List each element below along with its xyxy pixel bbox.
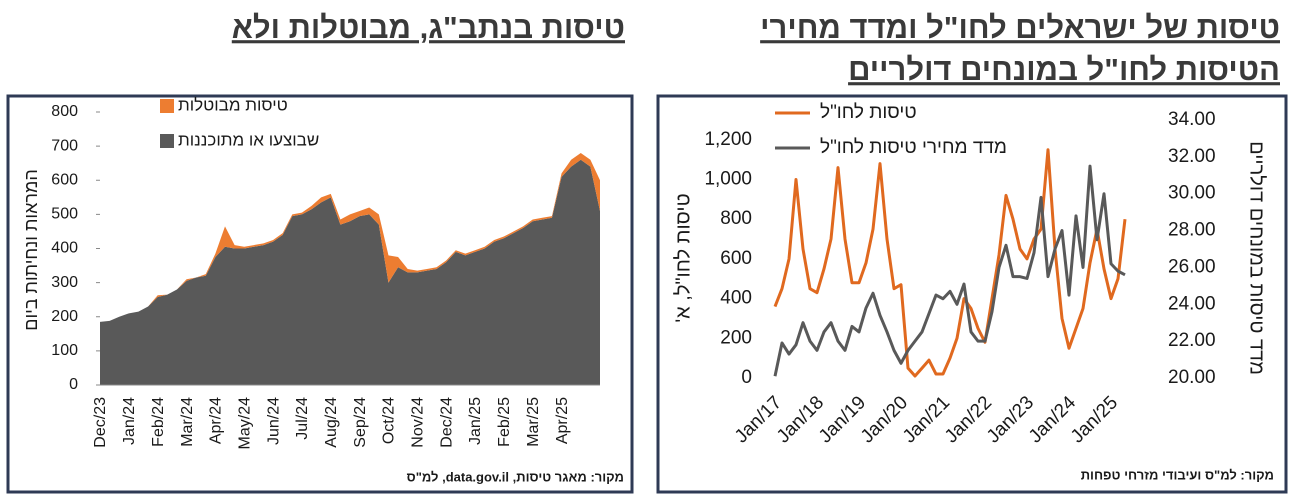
y2-tick-label: 26.00 [1168, 256, 1216, 277]
y-tick-label: 600 [51, 171, 78, 188]
source-note: מקור: מאגר טיסות, data.gov.il, למ"ס [407, 469, 624, 484]
y-tick-label: 800 [720, 208, 752, 229]
x-tick-label: Jun/24 [265, 397, 282, 445]
y-tick-label: 500 [51, 206, 78, 223]
x-tick-label: Dec/23 [92, 397, 109, 448]
legend-label: שבוצעו או מתוכננות [178, 130, 319, 149]
x-tick-label: Jan/20 [857, 392, 912, 447]
y-tick-label: 800 [51, 103, 78, 120]
y-tick-label: 0 [69, 376, 78, 393]
y2-tick-label: 34.00 [1168, 109, 1216, 130]
y-axis-title: טיסות לחו"ל, א' [672, 193, 694, 322]
y-tick-label: 0 [741, 367, 752, 388]
y-tick-label: 400 [51, 240, 78, 257]
x-tick-label: Jan/25 [467, 397, 484, 445]
x-tick-label: Jan/17 [731, 392, 786, 447]
x-tick-label: Nov/24 [410, 397, 427, 448]
y-tick-label: 100 [51, 342, 78, 359]
y2-tick-label: 30.00 [1168, 183, 1216, 204]
y-tick-label: 200 [720, 327, 752, 348]
line [773, 164, 1126, 377]
y2-tick-label: 22.00 [1168, 330, 1216, 351]
area [100, 159, 600, 385]
x-tick-label: Oct/24 [381, 397, 398, 444]
x-tick-label: Apr/25 [554, 397, 571, 444]
x-tick-label: Sep/24 [352, 397, 369, 448]
y-tick-label: 300 [51, 274, 78, 291]
x-tick-label: Feb/24 [150, 397, 167, 447]
x-tick-label: Jan/18 [773, 392, 828, 447]
legend-label: מדד מחירי טיסות לחו"ל [820, 137, 1007, 158]
legend-swatch [160, 99, 174, 113]
legend-swatch [160, 134, 174, 148]
x-tick-label: Mar/25 [525, 397, 542, 447]
x-tick-label: Jan/24 [121, 397, 138, 445]
left-title: טיסות בנתב"ג, מבוטלות ולא [232, 10, 625, 45]
y-tick-label: 700 [51, 137, 78, 154]
source-note: מקור: למ"ס ועיבודי מזרחי טפחות [1081, 467, 1274, 482]
x-tick-label: Jan/23 [983, 392, 1038, 447]
x-tick-label: Feb/25 [496, 397, 513, 447]
y-axis-title: המראות ונחיתות ביום [21, 169, 41, 331]
x-tick-label: Aug/24 [323, 397, 340, 448]
x-tick-label: May/24 [236, 397, 253, 450]
right-panel-frame [656, 94, 1288, 494]
y-tick-label: 400 [720, 288, 752, 309]
y-tick-label: 200 [51, 308, 78, 325]
y2-tick-label: 32.00 [1168, 146, 1216, 167]
y2-axis-title: מדד טיסות במונחים דולריים [1246, 141, 1268, 375]
y-tick-label: 1,000 [704, 169, 752, 190]
x-tick-label: Jan/19 [815, 392, 870, 447]
x-tick-label: Apr/24 [208, 397, 225, 444]
line [773, 148, 1127, 378]
y-tick-label: 600 [720, 248, 752, 269]
y-tick-label: 1,200 [704, 129, 752, 150]
right-title-line: טיסות של ישראלים לחו"ל ומדד מחירי [760, 10, 1280, 45]
x-tick-label: Jan/25 [1067, 392, 1122, 447]
legend-label: טיסות לחו"ל [820, 102, 917, 123]
left-panel-frame [6, 94, 634, 494]
legend-label: טיסות מבוטלות [178, 95, 288, 114]
x-tick-label: Mar/24 [179, 397, 196, 447]
x-tick-label: Jan/22 [941, 392, 996, 447]
x-tick-label: Jul/24 [294, 397, 311, 440]
y2-tick-label: 24.00 [1168, 293, 1216, 314]
y2-tick-label: 20.00 [1168, 367, 1216, 388]
right-title-line: הטיסות לחו"ל במונחים דולריים [848, 52, 1280, 87]
x-tick-label: Dec/24 [438, 397, 455, 448]
y2-tick-label: 28.00 [1168, 220, 1216, 241]
x-tick-label: Jan/21 [899, 392, 954, 447]
